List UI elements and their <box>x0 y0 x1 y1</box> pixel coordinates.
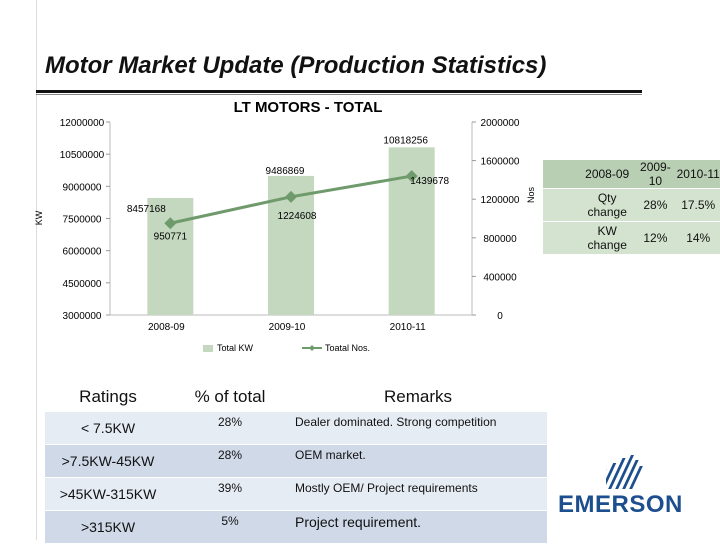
percent-cell: 28% <box>171 412 289 445</box>
line-data-label: 950771 <box>154 231 188 242</box>
legend-swatch-bar <box>203 345 213 352</box>
remark-cell: Dealer dominated. Strong competition <box>289 412 547 445</box>
line-data-label: 1224608 <box>278 211 317 222</box>
growth-row-empty <box>543 222 580 255</box>
left-tick-label: 6000000 <box>63 247 102 258</box>
percent-cell: 5% <box>171 511 289 544</box>
right-tick-label: 0 <box>497 311 503 322</box>
table-row: < 7.5KW 28% Dealer dominated. Strong com… <box>45 412 547 445</box>
ratings-table: Ratings % of total Remarks < 7.5KW 28% D… <box>45 382 547 544</box>
growth-row-label: KW change <box>580 222 634 255</box>
legend-label-bar: Total KW <box>217 343 254 353</box>
growth-row-empty <box>543 189 580 222</box>
table-row: >45KW-315KW 39% Mostly OEM/ Project requ… <box>45 478 547 511</box>
emerson-logo-icon <box>606 455 650 489</box>
chart-title: LT MOTORS - TOTAL <box>234 99 383 116</box>
right-tick-label: 2000000 <box>481 118 520 129</box>
rating-cell: < 7.5KW <box>45 412 171 445</box>
production-chart: LT MOTORS - TOTAL12000000105000009000000… <box>0 95 540 365</box>
bar-data-label: 10818256 <box>383 135 428 146</box>
right-tick-label: 1200000 <box>481 195 520 206</box>
right-tick-label: 400000 <box>483 272 517 283</box>
growth-cell: 14% <box>676 222 720 255</box>
left-tick-label: 3000000 <box>63 311 102 322</box>
left-tick-label: 9000000 <box>63 182 102 193</box>
right-tick-label: 1600000 <box>481 157 520 168</box>
rating-cell: >45KW-315KW <box>45 478 171 511</box>
table-row: >315KW 5% Project requirement. <box>45 511 547 544</box>
growth-cell: 12% <box>634 222 676 255</box>
title-underline <box>36 90 642 93</box>
left-tick-label: 4500000 <box>63 279 102 290</box>
growth-header-cell: 2010-11 <box>676 160 720 189</box>
percent-cell: 28% <box>171 445 289 478</box>
remark-cell: OEM market. <box>289 445 547 478</box>
x-tick-label: 2008-09 <box>148 322 185 333</box>
growth-header-cell <box>543 160 580 189</box>
left-tick-label: 12000000 <box>60 118 105 129</box>
percent-cell: 39% <box>171 478 289 511</box>
bar-data-label: 8457168 <box>127 204 166 215</box>
left-axis-title: KW <box>34 210 44 225</box>
remark-cell: Mostly OEM/ Project requirements <box>289 478 547 511</box>
x-tick-label: 2010-11 <box>390 322 426 333</box>
left-tick-label: 10500000 <box>60 150 105 161</box>
growth-header-cell: 2008-09 <box>580 160 634 189</box>
right-tick-label: 800000 <box>483 234 517 245</box>
rating-cell: >315KW <box>45 511 171 544</box>
legend-label-line: Toatal Nos. <box>325 343 370 353</box>
ratings-header: Ratings <box>45 382 171 412</box>
bar-data-label: 9486869 <box>266 166 305 177</box>
growth-row-label: Qty change <box>580 189 634 222</box>
rating-cell: >7.5KW-45KW <box>45 445 171 478</box>
page-title: Motor Market Update (Production Statisti… <box>45 52 546 80</box>
remark-cell: Project requirement. <box>289 511 547 544</box>
right-axis-title: Nos <box>526 187 536 204</box>
x-tick-label: 2009-10 <box>269 322 306 333</box>
left-tick-label: 7500000 <box>63 215 102 226</box>
growth-cell: 17.5% <box>676 189 720 222</box>
growth-header-cell: 2009-10 <box>634 160 676 189</box>
growth-cell: 28% <box>634 189 676 222</box>
legend-swatch-marker <box>309 345 315 351</box>
remarks-header: Remarks <box>289 382 547 412</box>
table-row: >7.5KW-45KW 28% OEM market. <box>45 445 547 478</box>
emerson-logo-text: EMERSON <box>558 491 683 519</box>
percent-header: % of total <box>171 382 289 412</box>
growth-table: 2008-09 2009-10 2010-11 Qty change 28% 1… <box>543 160 720 255</box>
bar-total-kw <box>147 198 193 315</box>
line-data-label: 1439678 <box>410 176 449 187</box>
